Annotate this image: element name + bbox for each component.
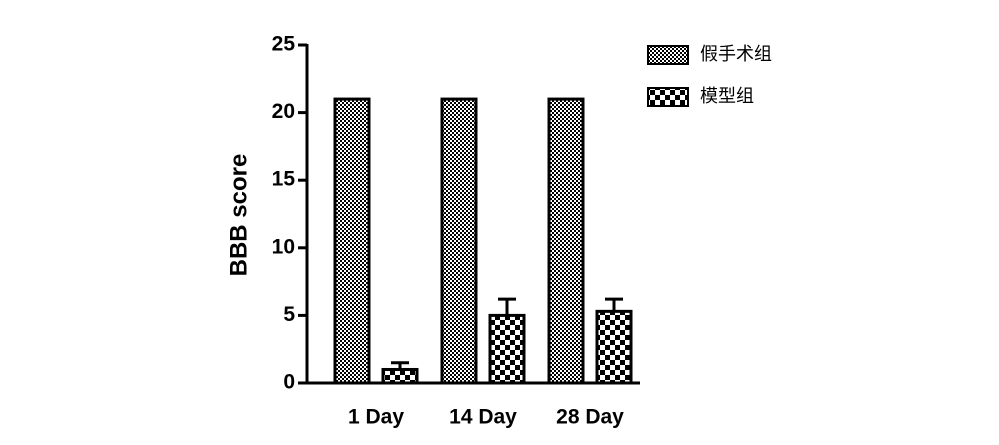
x-tick-label: 14 Day [449,406,517,429]
error-bar [605,297,623,312]
y-tick-label: 15 [272,168,296,191]
y-tick-label: 5 [283,303,295,326]
bar [333,97,371,385]
bar [547,97,585,385]
y-tick-label: 20 [272,100,295,123]
y-tick-label: 0 [283,371,295,394]
legend-swatch [647,87,689,107]
error-bar [498,297,516,316]
legend-label: 模型组 [700,86,754,106]
error-bar [391,361,409,370]
y-axis-label: BBB score [225,154,252,277]
legend-label: 假手术组 [700,44,772,64]
y-tick-label: 10 [272,235,295,258]
y-tick-label: 25 [272,33,296,56]
bar [488,313,526,385]
bar [381,367,419,385]
bar [440,97,478,385]
bar [595,309,633,385]
x-tick-label: 28 Day [556,406,624,429]
x-tick-label: 1 Day [348,406,404,429]
legend-swatch [647,45,689,65]
